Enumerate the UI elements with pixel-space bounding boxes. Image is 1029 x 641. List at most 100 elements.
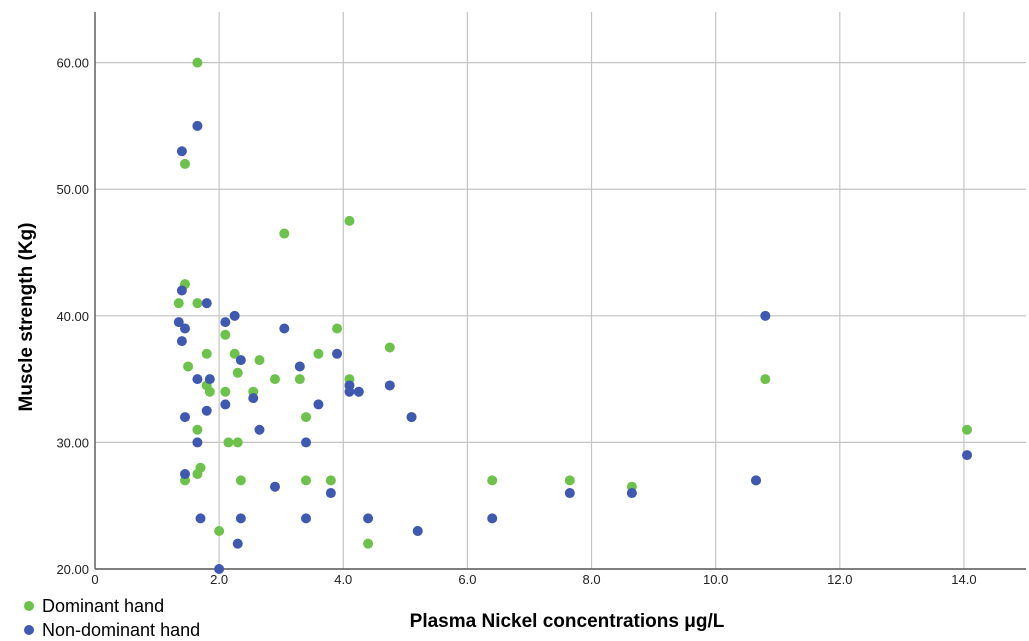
non-dominant-hand-point	[564, 488, 575, 499]
legend-label-dominant: Dominant hand	[42, 596, 164, 616]
non-dominant-hand-point	[192, 374, 203, 385]
x-tick-label: 10.0	[703, 572, 728, 587]
legend: Dominant hand Non-dominant hand	[24, 596, 200, 640]
dominant-hand-point	[183, 361, 194, 372]
non-dominant-hand-point	[412, 526, 423, 537]
non-dominant-hand-point	[201, 405, 212, 416]
non-dominant-hand-point	[626, 488, 637, 499]
non-dominant-hand-point	[232, 538, 243, 549]
non-dominant-hand-point	[344, 386, 355, 397]
legend-item-dominant: Dominant hand	[24, 596, 164, 616]
non-dominant-hand-point	[962, 450, 973, 461]
non-dominant-hand-point	[248, 393, 259, 404]
non-dominant-hand-point	[363, 513, 374, 524]
non-dominant-hand-point	[192, 120, 203, 131]
non-dominant-hand-point	[269, 481, 280, 492]
dominant-hand-point	[363, 538, 374, 549]
legend-marker-non-dominant-icon	[24, 625, 34, 635]
non-dominant-hand-point	[406, 412, 417, 423]
x-axis-title: Plasma Nickel concentrations μg/L	[410, 611, 725, 632]
dominant-hand-point	[294, 374, 305, 385]
non-dominant-hand-point	[235, 355, 246, 366]
dominant-hand-point	[344, 215, 355, 226]
x-tick-label: 4.0	[334, 572, 352, 587]
dominant-hand-point	[229, 348, 240, 359]
non-dominant-hand-point	[751, 475, 762, 486]
dominant-hand-point	[332, 323, 343, 334]
non-dominant-hand-point	[301, 437, 312, 448]
non-dominant-hand-point	[220, 399, 231, 410]
x-tick-label: 8.0	[582, 572, 600, 587]
dominant-hand-point	[173, 298, 184, 309]
non-dominant-hand-point	[176, 285, 187, 296]
non-dominant-hand-point	[294, 361, 305, 372]
non-dominant-hand-point	[384, 380, 395, 391]
non-dominant-hand-point	[201, 298, 212, 309]
dominant-hand-point	[962, 424, 973, 435]
non-dominant-hand-point	[214, 564, 225, 574]
dominant-hand-point	[301, 412, 312, 423]
non-dominant-hand-point	[179, 469, 190, 480]
non-dominant-hand-point	[313, 399, 324, 410]
dominant-hand-point	[220, 329, 231, 340]
non-dominant-hand-point	[760, 310, 771, 321]
non-dominant-hand-point	[487, 513, 498, 524]
dominant-hand-point	[214, 526, 225, 537]
dominant-hand-point	[232, 367, 243, 378]
non-dominant-hand-point	[301, 513, 312, 524]
dominant-hand-point	[301, 475, 312, 486]
dominant-hand-point	[313, 348, 324, 359]
dominant-hand-point	[235, 475, 246, 486]
non-dominant-hand-point	[332, 348, 343, 359]
dominant-hand-point	[760, 374, 771, 385]
non-dominant-hand-point	[279, 323, 290, 334]
non-dominant-hand-point	[229, 310, 240, 321]
y-tick-label: 60.00	[56, 56, 89, 71]
x-tick-label: 0	[91, 572, 98, 587]
dominant-hand-point	[201, 348, 212, 359]
tick-labels: 20.00 30.00 40.00 50.00 60.00 0 2.0 4.0 6.0 8.0 10…	[56, 56, 976, 587]
dominant-hand-point	[232, 437, 243, 448]
legend-marker-dominant-icon	[24, 601, 34, 611]
dominant-hand-point	[192, 469, 203, 480]
legend-label-non-dominant: Non-dominant hand	[42, 620, 200, 640]
dominant-hand-point	[564, 475, 575, 486]
axes	[94, 12, 1026, 570]
y-tick-label: 20.00	[56, 562, 89, 577]
dominant-hand-point	[192, 298, 203, 309]
dominant-hand-point	[279, 228, 290, 239]
non-dominant-hand-point	[254, 424, 265, 435]
non-dominant-hand-point	[192, 437, 203, 448]
non-dominant-hand-point	[195, 513, 206, 524]
dominant-hand-point	[223, 437, 234, 448]
x-tick-label: 2.0	[210, 572, 228, 587]
x-tick-label: 6.0	[458, 572, 476, 587]
non-dominant-hand-point	[220, 317, 231, 328]
non-dominant-hand-point	[235, 513, 246, 524]
y-tick-label: 30.00	[56, 435, 89, 450]
dominant-hand-point	[254, 355, 265, 366]
non-dominant-hand-point	[204, 374, 215, 385]
dominant-hand-point	[179, 158, 190, 169]
dominant-hand-point	[384, 342, 395, 353]
x-tick-label: 14.0	[951, 572, 976, 587]
y-tick-label: 40.00	[56, 309, 89, 324]
y-tick-label: 50.00	[56, 182, 89, 197]
dominant-hand-point	[220, 386, 231, 397]
dominant-hand-point	[204, 386, 215, 397]
dominant-hand-point	[192, 57, 203, 68]
non-dominant-hand-point	[176, 336, 187, 347]
dominant-hand-point	[325, 475, 336, 486]
dominant-hand-point	[192, 424, 203, 435]
non-dominant-hand-point	[173, 317, 184, 328]
non-dominant-hand-point	[179, 323, 190, 334]
non-dominant-hand-point	[179, 412, 190, 423]
non-dominant-hand-point	[325, 488, 336, 499]
y-axis-title: Muscle strength (Kg)	[16, 223, 37, 412]
x-tick-label: 12.0	[827, 572, 852, 587]
non-dominant-hand-point	[176, 146, 187, 157]
grid	[95, 12, 1026, 569]
data-points	[173, 57, 973, 574]
